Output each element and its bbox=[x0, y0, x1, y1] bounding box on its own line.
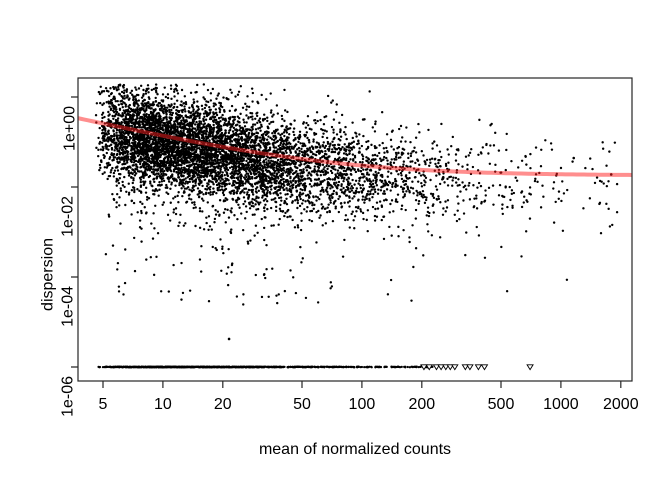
y-tick-label: 1e+00 bbox=[61, 106, 79, 151]
x-tick-label: 50 bbox=[293, 396, 311, 413]
y-tick-label: 1e-04 bbox=[59, 286, 77, 327]
y-tick-label: 1e-06 bbox=[59, 376, 77, 417]
x-tick-label: 200 bbox=[408, 396, 436, 413]
x-tick-label: 2000 bbox=[603, 396, 639, 413]
x-tick-label: 20 bbox=[213, 396, 232, 413]
y-axis-title: dispersion bbox=[39, 238, 57, 311]
y-tick-label: 1e-02 bbox=[59, 196, 77, 237]
x-tick-label: 100 bbox=[348, 396, 376, 413]
x-tick-label: 1000 bbox=[543, 396, 579, 413]
x-tick-label: 10 bbox=[154, 396, 172, 413]
x-tick-label: 500 bbox=[487, 396, 515, 413]
x-axis-title: mean of normalized counts bbox=[258, 441, 452, 458]
x-tick-label: 5 bbox=[98, 396, 108, 413]
